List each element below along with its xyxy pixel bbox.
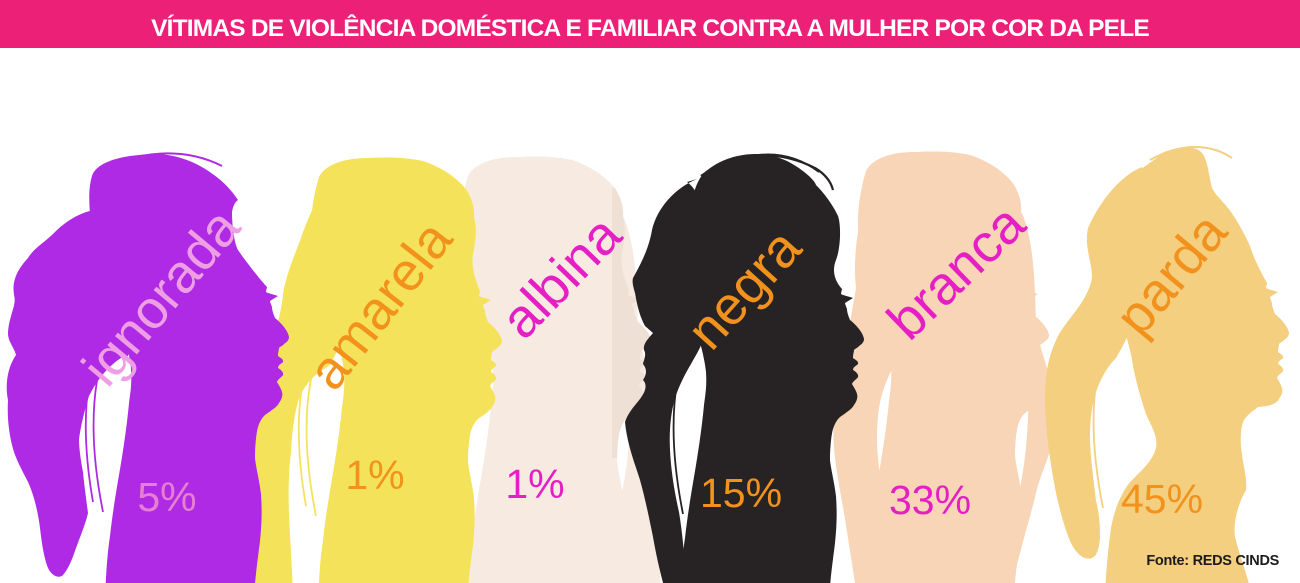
svg-text:5%: 5% [137,474,196,520]
svg-text:45%: 45% [1121,476,1203,522]
svg-text:15%: 15% [700,470,782,516]
svg-text:33%: 33% [889,477,971,523]
svg-text:1%: 1% [505,461,564,507]
svg-text:1%: 1% [345,452,404,498]
svg-text:Fonte: REDS CINDS: Fonte: REDS CINDS [1146,553,1279,569]
